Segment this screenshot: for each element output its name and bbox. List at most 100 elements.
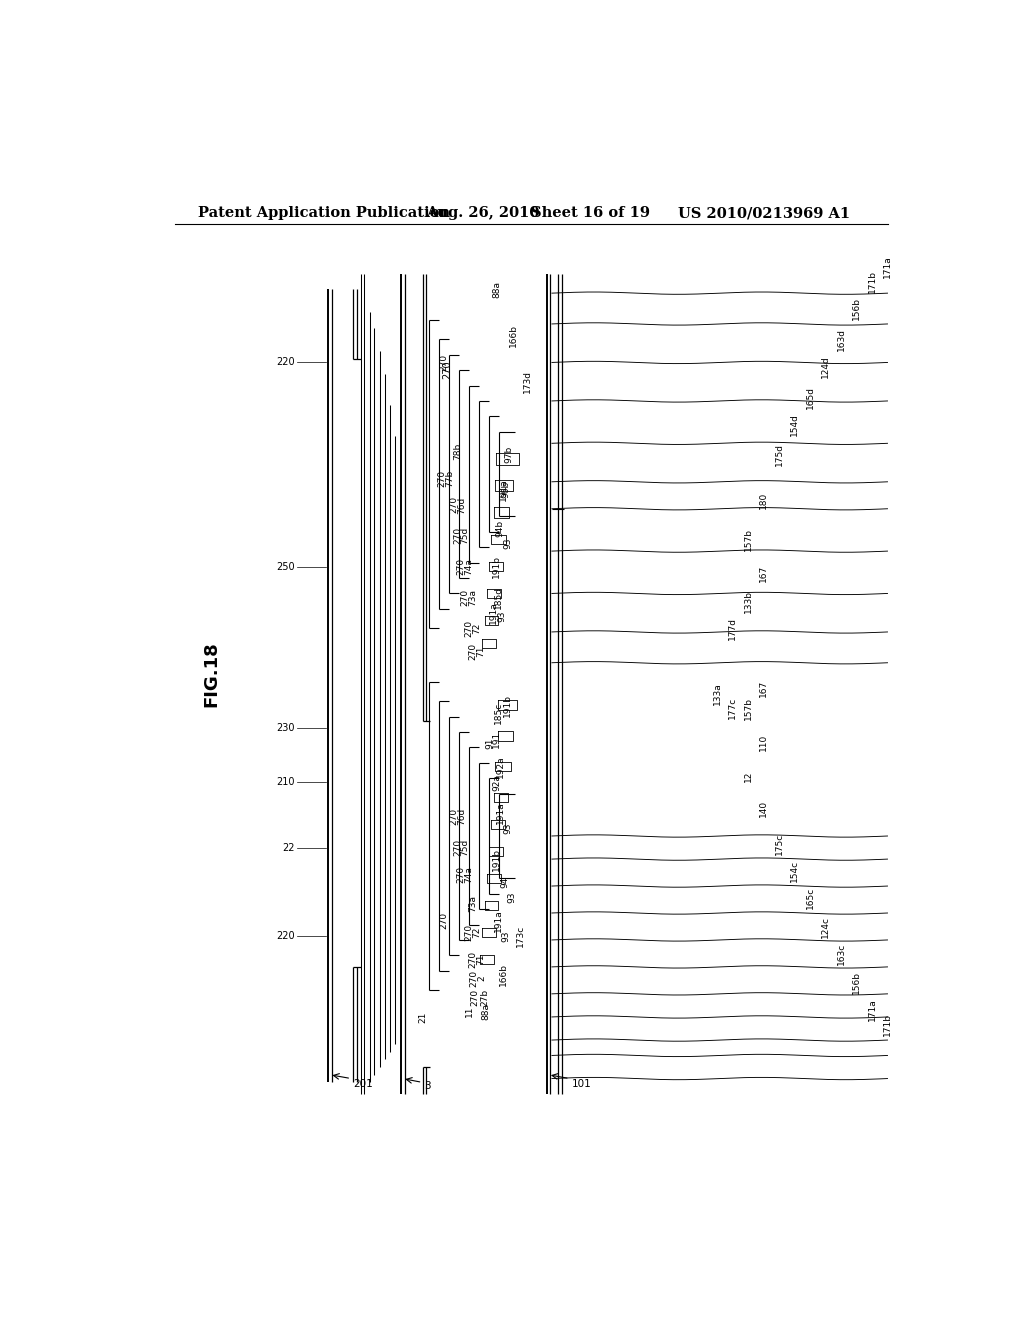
Text: 93: 93 [502,931,511,942]
Text: 191a: 191a [499,478,508,500]
Text: 124d: 124d [821,355,830,378]
Text: 93: 93 [503,822,512,834]
Text: 175d: 175d [774,444,783,466]
Text: 154c: 154c [790,861,799,882]
Text: Aug. 26, 2010: Aug. 26, 2010 [426,206,540,220]
Text: 11: 11 [465,1006,473,1018]
Text: 124c: 124c [821,916,830,937]
Text: 71: 71 [476,645,485,657]
Text: 270: 270 [461,589,470,606]
Text: 163d: 163d [837,327,846,351]
Text: 167: 167 [759,565,768,582]
Text: FIG.18: FIG.18 [203,642,221,708]
Text: 93: 93 [507,892,516,903]
Text: 191a: 191a [489,602,499,624]
Text: 191a: 191a [494,909,503,932]
Text: 133b: 133b [743,590,753,612]
Text: 173d: 173d [522,370,531,393]
Text: 192a: 192a [496,755,505,777]
Text: 2: 2 [477,975,486,981]
Text: 76d: 76d [457,496,466,513]
Text: 177d: 177d [728,616,737,640]
Text: 156b: 156b [852,970,861,994]
Text: 191b: 191b [493,847,502,871]
Text: 74a: 74a [465,558,473,576]
Text: 270: 270 [439,354,449,371]
Text: 270: 270 [457,866,466,883]
Text: 97b: 97b [505,446,514,463]
Text: 72: 72 [472,623,481,634]
Text: 91: 91 [485,738,495,750]
Text: 270: 270 [469,970,478,987]
Text: 165c: 165c [806,887,814,909]
Text: 157b: 157b [743,697,753,721]
Text: Patent Application Publication: Patent Application Publication [198,206,450,220]
Text: 270: 270 [453,840,462,857]
Text: 71: 71 [476,953,485,965]
Text: 270: 270 [439,912,449,929]
Text: 270: 270 [453,527,462,544]
Text: 75d: 75d [461,840,470,857]
Text: 73a: 73a [468,589,477,606]
Text: 156b: 156b [852,297,861,321]
Text: 163c: 163c [837,942,846,965]
Text: 3: 3 [424,1081,431,1092]
Text: 92a: 92a [493,774,502,791]
Text: 93: 93 [503,537,512,549]
Text: 171b: 171b [867,271,877,293]
Text: 191b: 191b [503,693,512,717]
Text: 110: 110 [759,734,768,751]
Text: 94: 94 [500,876,509,888]
Text: 94b: 94b [496,520,505,536]
Text: 173c: 173c [516,925,524,948]
Text: 96b: 96b [502,480,511,498]
Text: 166b: 166b [500,964,508,986]
Text: 167: 167 [759,680,768,697]
Text: 270: 270 [465,619,473,636]
Text: 270: 270 [468,643,477,660]
Text: 270: 270 [437,470,446,487]
Text: 74a: 74a [465,866,473,883]
Text: 88a: 88a [493,281,502,298]
Text: 270: 270 [468,950,477,968]
Text: 140: 140 [759,800,768,817]
Text: 101: 101 [572,1078,592,1089]
Text: 22: 22 [283,842,295,853]
Text: Sheet 16 of 19: Sheet 16 of 19 [531,206,650,220]
Text: 210: 210 [276,777,295,787]
Text: 77b: 77b [445,470,454,487]
Text: 250: 250 [276,561,295,572]
Text: 171a: 171a [867,998,877,1020]
Text: 93: 93 [498,611,507,622]
Text: 175c: 175c [774,833,783,855]
Text: 270: 270 [465,924,473,941]
Text: 21: 21 [418,1011,427,1023]
Text: 88a: 88a [481,1003,490,1020]
Text: 166b: 166b [509,323,518,347]
Text: 72: 72 [472,927,481,939]
Text: 157b: 157b [743,528,753,552]
Text: 76d: 76d [457,808,466,825]
Text: 201: 201 [353,1078,374,1089]
Text: 180: 180 [759,491,768,508]
Text: 165d: 165d [806,385,814,409]
Text: 270: 270 [449,808,458,825]
Text: 191: 191 [492,731,501,748]
Text: 73a: 73a [468,895,477,912]
Text: 191b: 191b [493,554,502,578]
Text: US 2010/0213969 A1: US 2010/0213969 A1 [678,206,850,220]
Text: 27b: 27b [480,989,489,1006]
Text: 78b: 78b [453,442,462,459]
Text: 185c: 185c [494,702,503,723]
Text: 185d: 185d [494,586,503,609]
Text: 270: 270 [442,360,453,379]
Text: 220: 220 [276,931,295,941]
Text: 154d: 154d [790,413,799,436]
Text: 75d: 75d [461,527,470,544]
Text: 12: 12 [743,771,753,781]
Text: 171a: 171a [883,255,892,277]
Text: 133a: 133a [713,682,722,705]
Text: 270: 270 [457,558,466,576]
Text: 270: 270 [449,496,458,513]
Text: 270: 270 [471,989,479,1006]
